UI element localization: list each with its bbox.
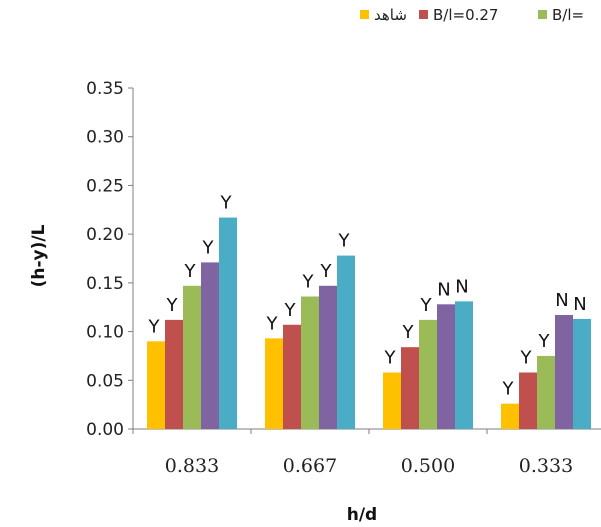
legend: شاهد B/l=0.27 B/l= xyxy=(360,6,584,24)
x-category-label: 0.833 xyxy=(165,455,219,477)
bar-data-label: Y xyxy=(420,295,433,316)
bar xyxy=(265,338,283,429)
bar-data-label: Y xyxy=(284,300,297,321)
bar-data-label: N xyxy=(573,294,586,315)
bar xyxy=(201,262,219,429)
x-axis-title: h/d xyxy=(347,505,377,525)
y-tick-label: 0.05 xyxy=(86,371,124,391)
bar-data-label: Y xyxy=(502,379,515,400)
bar-data-label: Y xyxy=(320,261,333,282)
legend-swatch xyxy=(538,10,547,19)
bar-data-label: Y xyxy=(402,322,415,343)
legend-label: شاهد xyxy=(374,6,407,24)
bar-data-label: N xyxy=(455,276,468,297)
bar-data-label: N xyxy=(555,290,568,311)
bar-data-label: Y xyxy=(520,347,533,368)
bar-data-label: Y xyxy=(302,271,315,292)
y-axis-title: (h-y)/L xyxy=(29,224,49,287)
bar xyxy=(501,403,519,429)
bar xyxy=(383,372,401,429)
bar xyxy=(219,217,237,429)
x-category-label: 0.333 xyxy=(519,455,573,477)
bar xyxy=(337,255,355,429)
bar xyxy=(455,301,473,429)
bar xyxy=(573,318,591,429)
legend-swatch xyxy=(360,10,369,19)
bar-data-label: Y xyxy=(338,231,351,252)
bar xyxy=(301,296,319,429)
x-category-label: 0.500 xyxy=(401,455,455,477)
bar xyxy=(147,341,165,429)
y-tick-label: 0.10 xyxy=(86,323,124,343)
y-tick-label: 0.25 xyxy=(86,176,124,196)
bar-data-label: Y xyxy=(220,193,233,214)
y-tick-label: 0.00 xyxy=(86,420,124,440)
bar xyxy=(519,372,537,429)
bar xyxy=(419,319,437,429)
bar-data-label: Y xyxy=(538,331,551,352)
bar-data-label: N xyxy=(437,279,450,300)
y-tick-label: 0.20 xyxy=(86,225,124,245)
y-tick-label: 0.35 xyxy=(86,79,124,99)
bar xyxy=(555,315,573,429)
bar xyxy=(437,304,455,429)
bar xyxy=(537,355,555,429)
legend-swatch xyxy=(419,10,428,19)
bar xyxy=(165,319,183,429)
legend-label: B/l= xyxy=(552,6,584,24)
bar-data-label: Y xyxy=(148,316,161,337)
bar xyxy=(283,324,301,429)
bar xyxy=(319,285,337,429)
bar xyxy=(183,285,201,429)
bar-data-label: Y xyxy=(266,313,279,334)
bar-data-label: Y xyxy=(184,261,197,282)
legend-label: B/l=0.27 xyxy=(433,6,498,24)
bar-data-label: Y xyxy=(384,347,397,368)
bar-data-label: Y xyxy=(202,237,215,258)
plot-area: 0.000.050.100.150.200.250.300.35YYYYY0.8… xyxy=(86,79,601,477)
bar-data-label: Y xyxy=(166,295,179,316)
y-tick-label: 0.15 xyxy=(86,274,124,294)
bar xyxy=(401,347,419,429)
y-tick-label: 0.30 xyxy=(86,128,124,148)
x-category-label: 0.667 xyxy=(283,455,337,477)
